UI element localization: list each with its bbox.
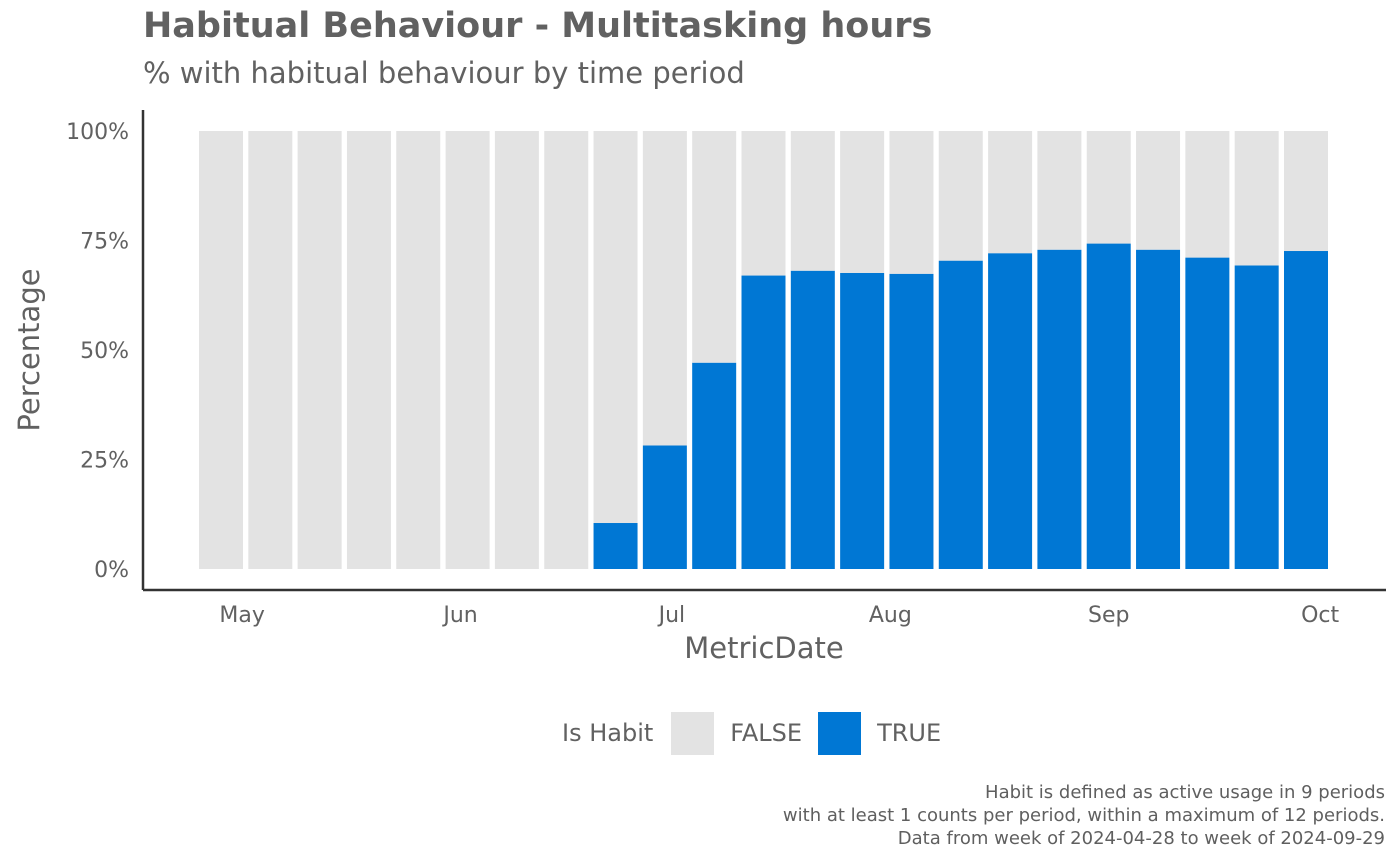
bar-true-2024-08-11: [938, 260, 983, 569]
bar-true-2024-07-14: [741, 275, 786, 569]
bar-false-2024-08-04: [889, 131, 934, 274]
x-tick-label: Sep: [1088, 603, 1129, 628]
bar-false-2024-08-25: [1037, 131, 1082, 250]
y-axis: 0% 25% 50% 75% 100%: [66, 110, 145, 590]
bar-false-2024-06-23: [593, 131, 638, 524]
x-axis: May Jun Jul Aug Sep Oct: [143, 588, 1386, 628]
bar-false-2024-06-30: [642, 131, 687, 446]
bar-false-2024-09-29: [1284, 131, 1328, 252]
bar-true-2024-07-07: [692, 362, 737, 569]
bar-false-2024-09-01: [1086, 131, 1131, 244]
bar-false-2024-09-22: [1234, 131, 1279, 266]
legend-label-true: TRUE: [877, 719, 942, 747]
y-tick-label: 100%: [66, 120, 129, 145]
bar-false-2024-08-18: [988, 131, 1033, 254]
bar-false-2024-05-12: [297, 131, 342, 569]
legend-swatch-false: [671, 711, 715, 755]
chart-caption: Habit is defined as active usage in 9 pe…: [783, 781, 1385, 850]
bar-true-2024-08-18: [988, 253, 1033, 569]
bar-false-2024-09-15: [1185, 131, 1230, 258]
bar-true-2024-06-23: [593, 523, 638, 569]
bar-false-2024-05-05: [248, 131, 293, 569]
x-tick-label: Aug: [869, 603, 912, 628]
bar-true-2024-07-21: [790, 270, 835, 569]
bars-layer: [199, 131, 1328, 570]
y-axis-title: Percentage: [12, 268, 46, 431]
caption-line-2: with at least 1 counts per period, withi…: [782, 805, 1385, 826]
bar-false-2024-07-07: [692, 131, 737, 363]
y-tick-label: 75%: [80, 230, 129, 255]
bar-false-2024-05-19: [346, 131, 391, 569]
x-tick-label: Jun: [441, 603, 477, 628]
legend-swatch-true: [818, 711, 862, 755]
bar-true-2024-09-22: [1234, 265, 1279, 569]
x-tick-label: Oct: [1301, 603, 1339, 628]
bar-true-2024-09-08: [1136, 249, 1181, 569]
bar-false-2024-06-16: [544, 131, 589, 569]
bar-true-2024-08-04: [889, 273, 934, 569]
y-tick-label: 25%: [80, 449, 129, 474]
legend: Is Habit FALSE TRUE: [562, 711, 957, 755]
bar-true-2024-09-15: [1185, 257, 1230, 569]
bar-false-2024-05-26: [396, 131, 441, 569]
bar-true-2024-07-28: [840, 272, 885, 569]
bar-true-2024-06-30: [642, 445, 687, 569]
bar-true-2024-09-01: [1086, 243, 1131, 570]
bar-false-2024-07-14: [741, 131, 786, 276]
caption-line-1: Habit is defined as active usage in 9 pe…: [985, 782, 1385, 803]
bar-false-2024-06-09: [494, 131, 539, 569]
y-tick-label: 0%: [94, 558, 129, 583]
x-tick-label: May: [219, 603, 264, 628]
x-axis-title: MetricDate: [684, 631, 843, 665]
chart-title: Habitual Behaviour - Multitasking hours: [143, 6, 933, 46]
chart-subtitle: % with habitual behaviour by time period: [143, 56, 745, 90]
bar-false-2024-06-02: [445, 131, 490, 569]
bar-true-2024-08-25: [1037, 249, 1082, 569]
bar-false-2024-08-11: [938, 131, 983, 261]
bar-false-2024-07-21: [790, 131, 835, 271]
bar-true-2024-09-29: [1284, 251, 1328, 569]
legend-title: Is Habit: [562, 719, 654, 747]
bar-false-2024-07-28: [840, 131, 885, 273]
legend-label-false: FALSE: [730, 719, 803, 747]
y-tick-label: 50%: [80, 339, 129, 364]
caption-line-3: Data from week of 2024-04-28 to week of …: [897, 828, 1385, 849]
bar-false-2024-09-08: [1136, 131, 1181, 250]
x-tick-label: Jul: [657, 603, 686, 628]
bar-false-2024-04-28: [199, 131, 243, 569]
